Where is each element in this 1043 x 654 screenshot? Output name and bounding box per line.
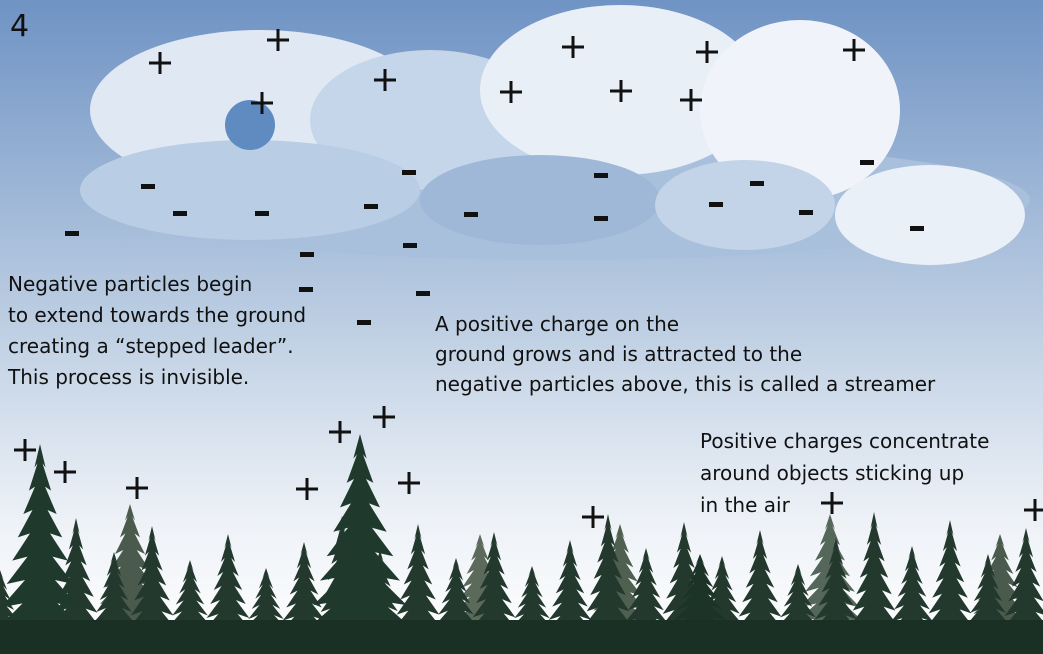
negative-charge	[141, 184, 155, 189]
illustration: 4 Negative particles begin to extend towa…	[0, 0, 1043, 654]
negative-charge	[750, 181, 764, 186]
negative-charge	[357, 320, 371, 325]
negative-charge	[255, 211, 269, 216]
negative-charge	[173, 211, 187, 216]
negative-charge	[416, 291, 430, 296]
negative-charge	[594, 173, 608, 178]
negative-charge	[464, 212, 478, 217]
negative-charge	[403, 243, 417, 248]
annotation-line: This process is invisible.	[7, 365, 249, 389]
annotation-line: around objects sticking up	[700, 461, 964, 485]
ground	[0, 620, 1043, 654]
annotation-line: Positive charges concentrate	[700, 429, 989, 453]
negative-charge	[65, 231, 79, 236]
annotation-line: to extend towards the ground	[8, 303, 306, 327]
annotation-line: A positive charge on the	[435, 312, 679, 336]
annotation-line: creating a “stepped leader”.	[8, 334, 294, 358]
negative-charge	[594, 216, 608, 221]
negative-charge	[299, 287, 313, 292]
negative-charge	[364, 204, 378, 209]
annotation-line: ground grows and is attracted to the	[435, 342, 802, 366]
negative-charge	[860, 160, 874, 165]
annotation-line: Negative particles begin	[8, 272, 252, 296]
negative-charge	[300, 252, 314, 257]
annotation-line: in the air	[700, 493, 791, 517]
annotation-line: negative particles above, this is called…	[435, 372, 936, 396]
negative-charge	[799, 210, 813, 215]
negative-charge	[709, 202, 723, 207]
negative-charge	[910, 226, 924, 231]
step-number: 4	[10, 9, 29, 44]
negative-charge	[402, 170, 416, 175]
